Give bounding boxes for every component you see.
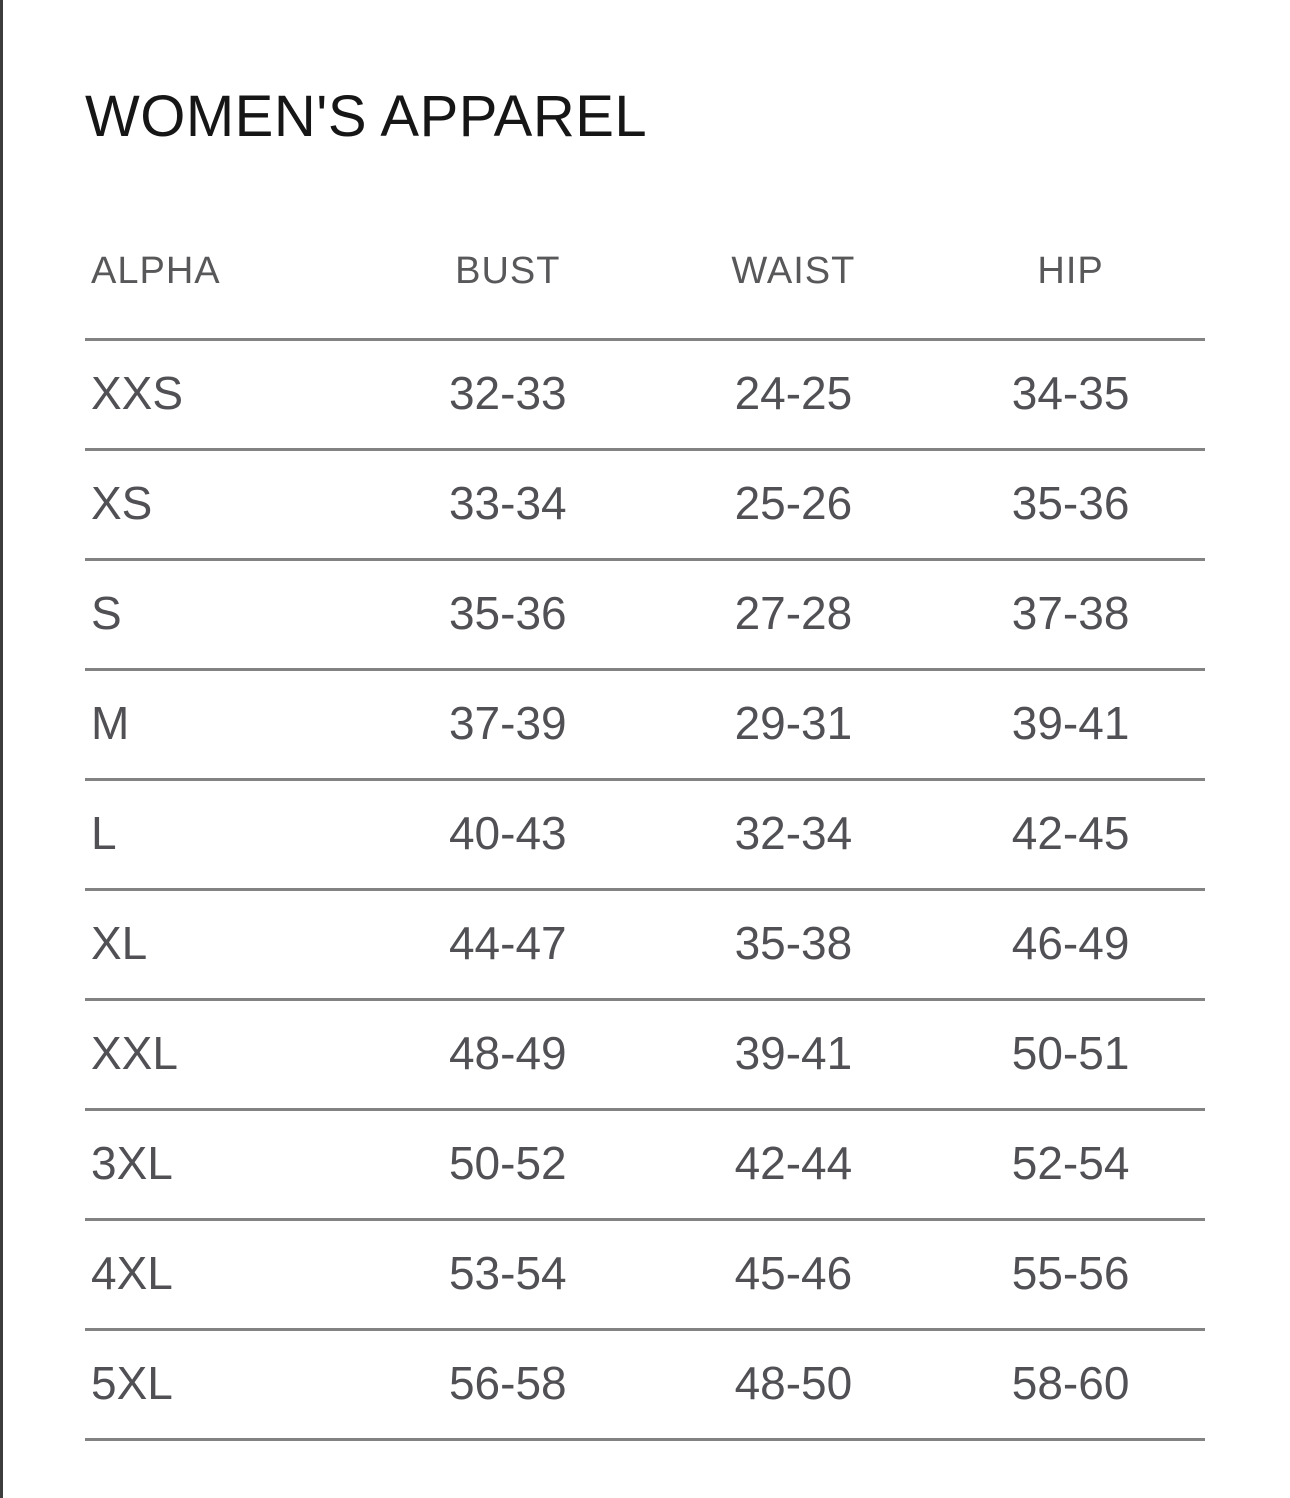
alpha-cell: XL bbox=[91, 917, 148, 969]
alpha-cell: XXS bbox=[91, 367, 184, 419]
waist-cell: 25-26 bbox=[734, 477, 853, 529]
table-row: S 35-36 27-28 37-38 bbox=[85, 559, 1205, 670]
waist-cell: 32-34 bbox=[734, 807, 853, 859]
hip-cell: 46-49 bbox=[1011, 917, 1130, 969]
alpha-cell: 4XL bbox=[91, 1247, 173, 1299]
size-chart-table: ALPHA BUST WAIST HIP XXS 32-33 24-25 34-… bbox=[85, 252, 1205, 1441]
bust-cell: 56-58 bbox=[448, 1357, 567, 1409]
header-row: ALPHA BUST WAIST HIP bbox=[85, 252, 1205, 340]
table-row: M 37-39 29-31 39-41 bbox=[85, 669, 1205, 780]
column-header-waist: WAIST bbox=[731, 250, 856, 292]
table-row: 5XL 56-58 48-50 58-60 bbox=[85, 1329, 1205, 1440]
hip-cell: 58-60 bbox=[1011, 1357, 1130, 1409]
alpha-cell: XS bbox=[91, 477, 153, 529]
bust-cell: 33-34 bbox=[448, 477, 567, 529]
waist-cell: 42-44 bbox=[734, 1137, 853, 1189]
hip-cell: 37-38 bbox=[1011, 587, 1130, 639]
table-row: XL 44-47 35-38 46-49 bbox=[85, 889, 1205, 1000]
waist-cell: 24-25 bbox=[734, 367, 853, 419]
bust-cell: 50-52 bbox=[448, 1137, 567, 1189]
bust-cell: 37-39 bbox=[448, 697, 567, 749]
hip-cell: 50-51 bbox=[1011, 1027, 1130, 1079]
waist-cell: 29-31 bbox=[734, 697, 853, 749]
alpha-cell: S bbox=[91, 587, 122, 639]
hip-cell: 39-41 bbox=[1011, 697, 1130, 749]
hip-cell: 42-45 bbox=[1011, 807, 1130, 859]
alpha-cell: 5XL bbox=[91, 1357, 173, 1409]
hip-cell: 55-56 bbox=[1011, 1247, 1130, 1299]
table-row: XS 33-34 25-26 35-36 bbox=[85, 449, 1205, 560]
waist-cell: 27-28 bbox=[734, 587, 853, 639]
panel-left-edge-divider bbox=[0, 0, 3, 1498]
bust-cell: 53-54 bbox=[448, 1247, 567, 1299]
waist-cell: 39-41 bbox=[734, 1027, 853, 1079]
bust-cell: 48-49 bbox=[448, 1027, 567, 1079]
column-header-hip: HIP bbox=[1037, 250, 1104, 292]
size-chart-header: ALPHA BUST WAIST HIP bbox=[85, 252, 1205, 340]
waist-cell: 35-38 bbox=[734, 917, 853, 969]
size-chart-body: XXS 32-33 24-25 34-35 XS 33-34 25-26 35-… bbox=[85, 339, 1205, 1440]
table-row: XXS 32-33 24-25 34-35 bbox=[85, 339, 1205, 450]
alpha-cell: 3XL bbox=[91, 1137, 173, 1189]
page-title: WOMEN'S APPAREL bbox=[85, 84, 648, 149]
hip-cell: 35-36 bbox=[1011, 477, 1130, 529]
alpha-cell: M bbox=[91, 697, 130, 749]
bust-cell: 35-36 bbox=[448, 587, 567, 639]
table-row: XXL 48-49 39-41 50-51 bbox=[85, 999, 1205, 1110]
table-row: L 40-43 32-34 42-45 bbox=[85, 779, 1205, 890]
bust-cell: 40-43 bbox=[448, 807, 567, 859]
waist-cell: 48-50 bbox=[734, 1357, 853, 1409]
bust-cell: 32-33 bbox=[448, 367, 567, 419]
alpha-cell: L bbox=[91, 807, 117, 859]
bust-cell: 44-47 bbox=[448, 917, 567, 969]
alpha-cell: XXL bbox=[91, 1027, 178, 1079]
size-guide-content: WOMEN'S APPAREL ALPHA BUST WAIST HIP XXS… bbox=[85, 84, 1205, 1441]
column-header-bust: BUST bbox=[455, 250, 561, 292]
hip-cell: 52-54 bbox=[1011, 1137, 1130, 1189]
waist-cell: 45-46 bbox=[734, 1247, 853, 1299]
table-row: 4XL 53-54 45-46 55-56 bbox=[85, 1219, 1205, 1330]
hip-cell: 34-35 bbox=[1011, 367, 1130, 419]
column-header-alpha: ALPHA bbox=[91, 250, 221, 292]
table-row: 3XL 50-52 42-44 52-54 bbox=[85, 1109, 1205, 1220]
